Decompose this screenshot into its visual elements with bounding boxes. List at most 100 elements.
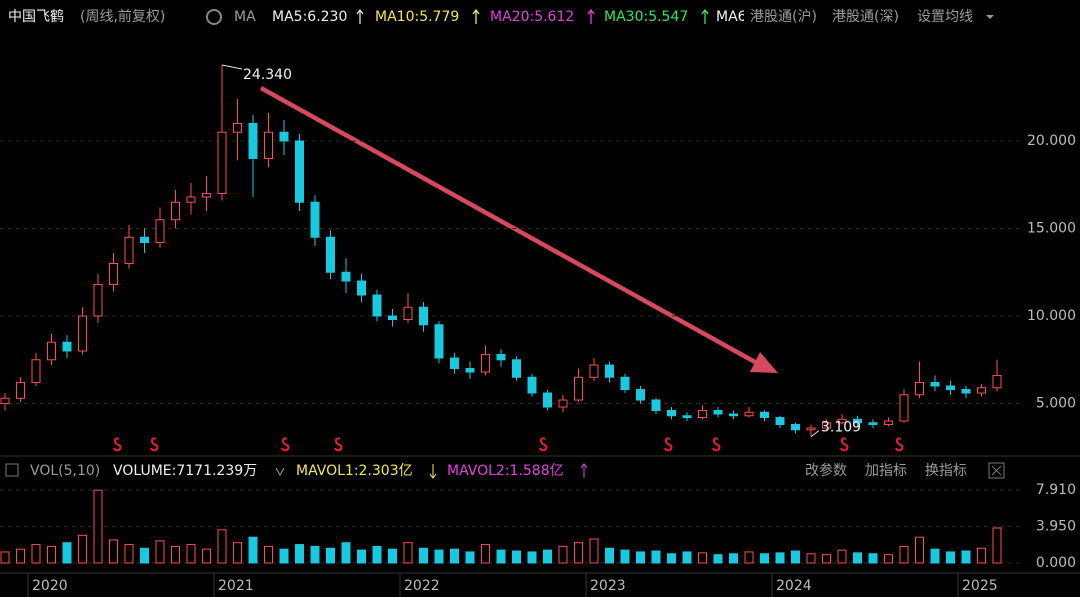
candle-body bbox=[0, 397, 10, 405]
volume-bar bbox=[760, 553, 769, 564]
candle-body bbox=[791, 424, 800, 431]
close-icon-cross[interactable] bbox=[991, 465, 1002, 476]
candle-body bbox=[822, 422, 831, 429]
volume-bar bbox=[806, 553, 816, 564]
panel-icon[interactable] bbox=[5, 463, 19, 477]
volume-bar bbox=[78, 534, 87, 564]
volume-bar bbox=[155, 540, 165, 564]
candle-body bbox=[31, 359, 41, 384]
candle-body bbox=[636, 389, 645, 401]
ma30: MA30:5.547 bbox=[604, 9, 688, 25]
candle-body bbox=[512, 359, 521, 378]
button[interactable]: 换指标 bbox=[925, 462, 967, 479]
candle-body bbox=[341, 271, 351, 282]
ma60: MA6 bbox=[716, 9, 747, 25]
candle-body bbox=[372, 294, 382, 317]
tab[interactable]: 设置均线 bbox=[917, 9, 973, 25]
volume-bar bbox=[465, 551, 475, 564]
volume-bar bbox=[589, 538, 599, 564]
signal-icon bbox=[840, 437, 849, 452]
peak-annotation: 24.340 bbox=[243, 67, 292, 83]
button[interactable]: 加指标 bbox=[865, 463, 907, 479]
y-tick-label: 5.000 bbox=[1036, 396, 1076, 412]
signal-icon bbox=[664, 437, 673, 452]
candle-body bbox=[326, 236, 335, 273]
candle-body bbox=[124, 236, 134, 264]
candle-body bbox=[930, 382, 940, 387]
tab[interactable]: 港股通(深) bbox=[832, 9, 899, 25]
candle-body bbox=[186, 196, 196, 203]
candle-body bbox=[589, 364, 599, 378]
signal-markers bbox=[113, 437, 904, 452]
signal-icon bbox=[281, 437, 290, 452]
candle-body bbox=[109, 262, 118, 285]
volume-bar bbox=[636, 551, 645, 564]
candle-body bbox=[775, 417, 785, 426]
volume-bar bbox=[47, 545, 56, 564]
y-tick-label: 20.000 bbox=[1027, 133, 1076, 149]
mavol2: MAVOL2:1.588亿 bbox=[447, 463, 564, 479]
tab-backdrop bbox=[744, 4, 1080, 30]
signal-icon bbox=[150, 437, 159, 452]
y-tick-label: 0.000 bbox=[1036, 555, 1076, 571]
volume-bar bbox=[837, 549, 847, 564]
x-tick-label: 2025 bbox=[962, 578, 998, 594]
x-tick-label: 2020 bbox=[32, 578, 68, 594]
candle-body bbox=[651, 399, 661, 412]
signal-icon bbox=[712, 437, 721, 452]
candle-body bbox=[527, 376, 537, 394]
volume-bar bbox=[868, 553, 878, 564]
volume-bar bbox=[496, 549, 506, 564]
volume-bar bbox=[124, 544, 134, 564]
volume-bar bbox=[264, 545, 273, 564]
volume-bar bbox=[729, 553, 738, 564]
signal-icon bbox=[539, 437, 548, 452]
mavol1-arrow bbox=[429, 464, 437, 479]
volume-bar bbox=[651, 550, 661, 564]
volume-bar bbox=[186, 544, 196, 564]
candle-body bbox=[620, 376, 630, 391]
volume-bar bbox=[558, 545, 568, 564]
stock-name: 中国飞鹤 bbox=[8, 9, 64, 25]
volume-bar bbox=[217, 529, 227, 564]
candle-body bbox=[744, 411, 754, 417]
volume-bar bbox=[140, 547, 149, 564]
volume-bar bbox=[388, 548, 397, 564]
candle-body bbox=[481, 354, 490, 373]
settings-icon[interactable] bbox=[206, 9, 222, 25]
volume-bar bbox=[403, 542, 413, 564]
volume-bar bbox=[667, 553, 676, 564]
button[interactable]: 改参数 bbox=[805, 462, 847, 479]
trend-arrow bbox=[260, 86, 778, 373]
candle-body bbox=[47, 341, 56, 361]
candle-body bbox=[946, 385, 955, 391]
volume-bar bbox=[109, 539, 118, 564]
volume-bar bbox=[682, 551, 692, 564]
volume-bar bbox=[326, 547, 335, 564]
volume-bar bbox=[853, 552, 862, 564]
candle-body bbox=[295, 140, 304, 203]
volume-bar bbox=[713, 554, 723, 564]
volume-value: VOLUME:7171.239万 bbox=[113, 463, 257, 479]
candle-body bbox=[465, 368, 475, 373]
candle-body bbox=[310, 201, 320, 238]
candle-body bbox=[233, 122, 242, 133]
candle-body bbox=[558, 399, 568, 408]
volume-bar bbox=[93, 489, 103, 564]
x-tick-label: 2023 bbox=[590, 578, 626, 594]
candle-body bbox=[992, 375, 1002, 389]
ma-arrows bbox=[356, 8, 709, 24]
candle-body bbox=[217, 131, 227, 194]
mode-label: (周线,前复权) bbox=[80, 8, 165, 25]
close-icon[interactable] bbox=[988, 462, 1005, 479]
volume-bar bbox=[434, 549, 444, 564]
volume-bar bbox=[992, 527, 1002, 564]
candle-body bbox=[806, 427, 816, 431]
candle-body bbox=[667, 410, 676, 417]
tab[interactable]: 港股通(沪) bbox=[750, 9, 817, 25]
volume-bar bbox=[310, 545, 320, 564]
dropdown-icon[interactable] bbox=[986, 15, 994, 19]
trough-annotation: 3.109 bbox=[821, 420, 861, 436]
candle-body bbox=[279, 131, 289, 142]
